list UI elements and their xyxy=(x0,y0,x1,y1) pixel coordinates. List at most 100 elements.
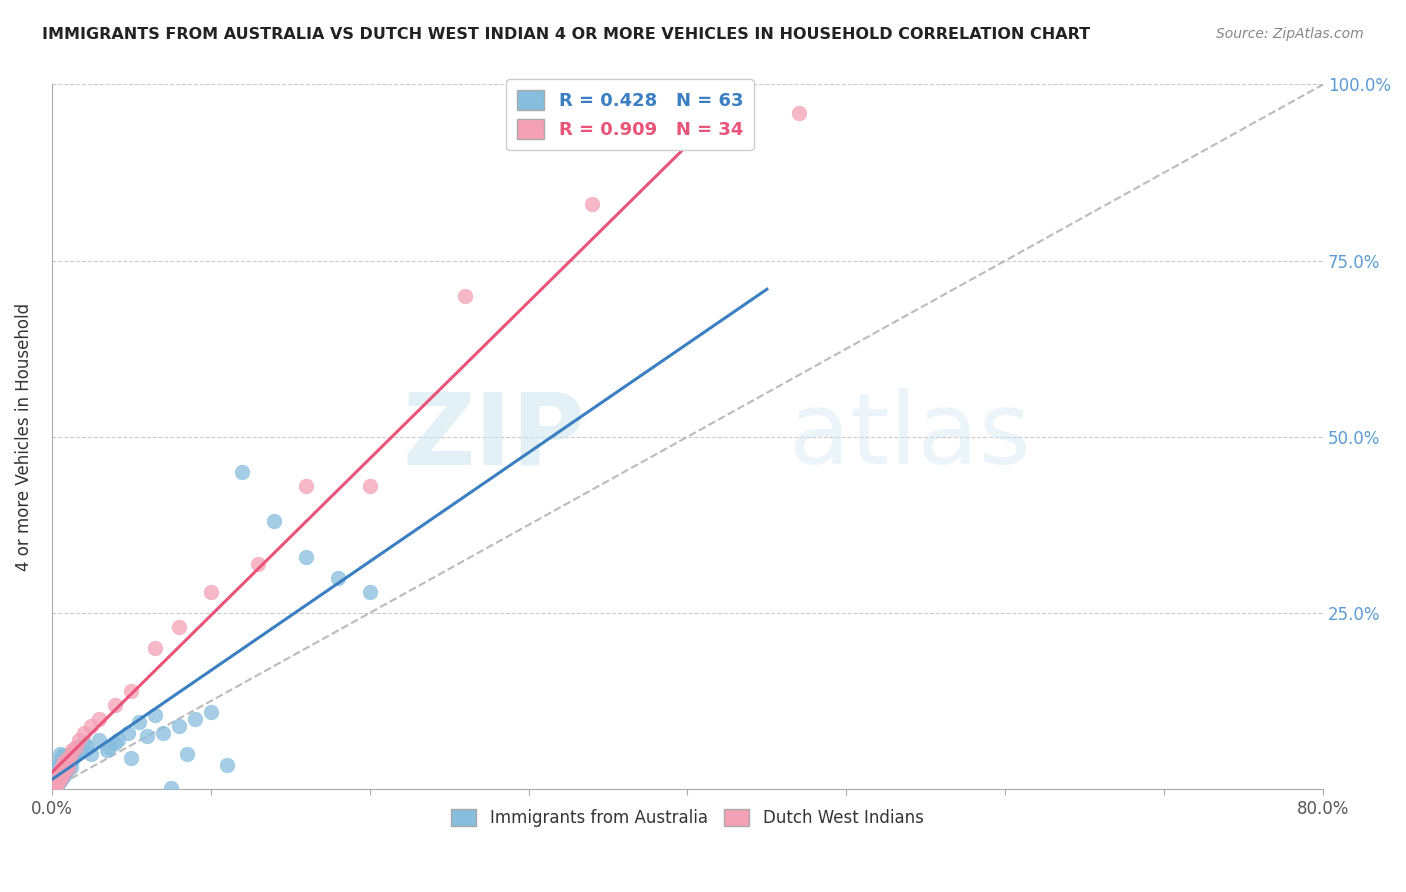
Point xyxy=(96,743,118,757)
Point xyxy=(120,750,142,764)
Point xyxy=(97,739,120,754)
Point xyxy=(62,753,84,767)
Point xyxy=(53,761,76,775)
Point xyxy=(53,754,76,768)
Point xyxy=(247,557,270,571)
Point xyxy=(359,479,381,493)
Legend: Immigrants from Australia, Dutch West Indians: Immigrants from Australia, Dutch West In… xyxy=(444,802,931,834)
Point xyxy=(128,715,150,730)
Point xyxy=(200,705,222,719)
Point xyxy=(80,747,103,761)
Point xyxy=(167,719,190,733)
Point xyxy=(581,197,603,211)
Point xyxy=(56,750,79,764)
Point xyxy=(56,763,79,777)
Point xyxy=(51,764,73,779)
Point xyxy=(46,764,69,779)
Point xyxy=(51,772,73,786)
Point xyxy=(44,779,66,793)
Point xyxy=(56,754,79,768)
Point xyxy=(120,683,142,698)
Point xyxy=(52,766,75,780)
Point xyxy=(326,571,349,585)
Point xyxy=(104,736,127,750)
Point xyxy=(65,739,87,754)
Point xyxy=(55,757,77,772)
Point xyxy=(263,515,285,529)
Point xyxy=(66,739,89,754)
Point xyxy=(295,479,318,493)
Point xyxy=(89,712,111,726)
Point xyxy=(72,726,94,740)
Point xyxy=(176,747,198,761)
Point xyxy=(52,756,75,770)
Point xyxy=(45,761,67,775)
Point xyxy=(143,641,166,656)
Point xyxy=(58,761,80,775)
Point xyxy=(58,750,80,764)
Point xyxy=(48,747,70,761)
Point xyxy=(48,773,70,788)
Point xyxy=(46,770,69,784)
Text: atlas: atlas xyxy=(789,388,1031,485)
Point xyxy=(44,779,66,793)
Point xyxy=(55,764,77,779)
Point xyxy=(51,757,73,772)
Point xyxy=(167,620,190,634)
Point xyxy=(51,770,73,784)
Y-axis label: 4 or more Vehicles in Household: 4 or more Vehicles in Household xyxy=(15,302,32,571)
Point xyxy=(65,746,87,760)
Point xyxy=(215,757,238,772)
Point xyxy=(53,754,76,768)
Point xyxy=(295,549,318,564)
Point xyxy=(184,712,207,726)
Point xyxy=(67,732,90,747)
Point xyxy=(52,763,75,777)
Point xyxy=(45,775,67,789)
Point xyxy=(46,773,69,788)
Point xyxy=(55,757,77,772)
Point xyxy=(76,739,98,754)
Point xyxy=(69,743,91,757)
Point xyxy=(46,768,69,782)
Point xyxy=(48,761,70,775)
Point xyxy=(454,289,477,303)
Point xyxy=(51,761,73,775)
Point xyxy=(48,772,70,786)
Point xyxy=(152,726,174,740)
Point xyxy=(359,585,381,599)
Point xyxy=(104,698,127,712)
Point xyxy=(143,708,166,723)
Point xyxy=(52,757,75,772)
Point xyxy=(89,732,111,747)
Point xyxy=(59,759,82,773)
Point xyxy=(53,768,76,782)
Point xyxy=(231,465,253,479)
Point xyxy=(200,585,222,599)
Point xyxy=(136,730,159,744)
Point xyxy=(45,768,67,782)
Point xyxy=(80,719,103,733)
Point xyxy=(59,747,82,761)
Point xyxy=(48,764,70,779)
Point xyxy=(72,736,94,750)
Point xyxy=(44,772,66,786)
Point xyxy=(59,747,82,761)
Point xyxy=(46,757,69,772)
Point xyxy=(787,105,810,120)
Point xyxy=(45,776,67,790)
Point xyxy=(48,754,70,768)
Point xyxy=(107,732,129,747)
Text: IMMIGRANTS FROM AUSTRALIA VS DUTCH WEST INDIAN 4 OR MORE VEHICLES IN HOUSEHOLD C: IMMIGRANTS FROM AUSTRALIA VS DUTCH WEST … xyxy=(42,27,1090,42)
Point xyxy=(62,743,84,757)
Point xyxy=(48,766,70,780)
Point xyxy=(46,776,69,790)
Point xyxy=(63,748,86,763)
Text: ZIP: ZIP xyxy=(404,388,586,485)
Point xyxy=(53,763,76,777)
Point xyxy=(52,748,75,763)
Text: Source: ZipAtlas.com: Source: ZipAtlas.com xyxy=(1216,27,1364,41)
Point xyxy=(56,761,79,775)
Point xyxy=(160,780,183,795)
Point xyxy=(51,750,73,764)
